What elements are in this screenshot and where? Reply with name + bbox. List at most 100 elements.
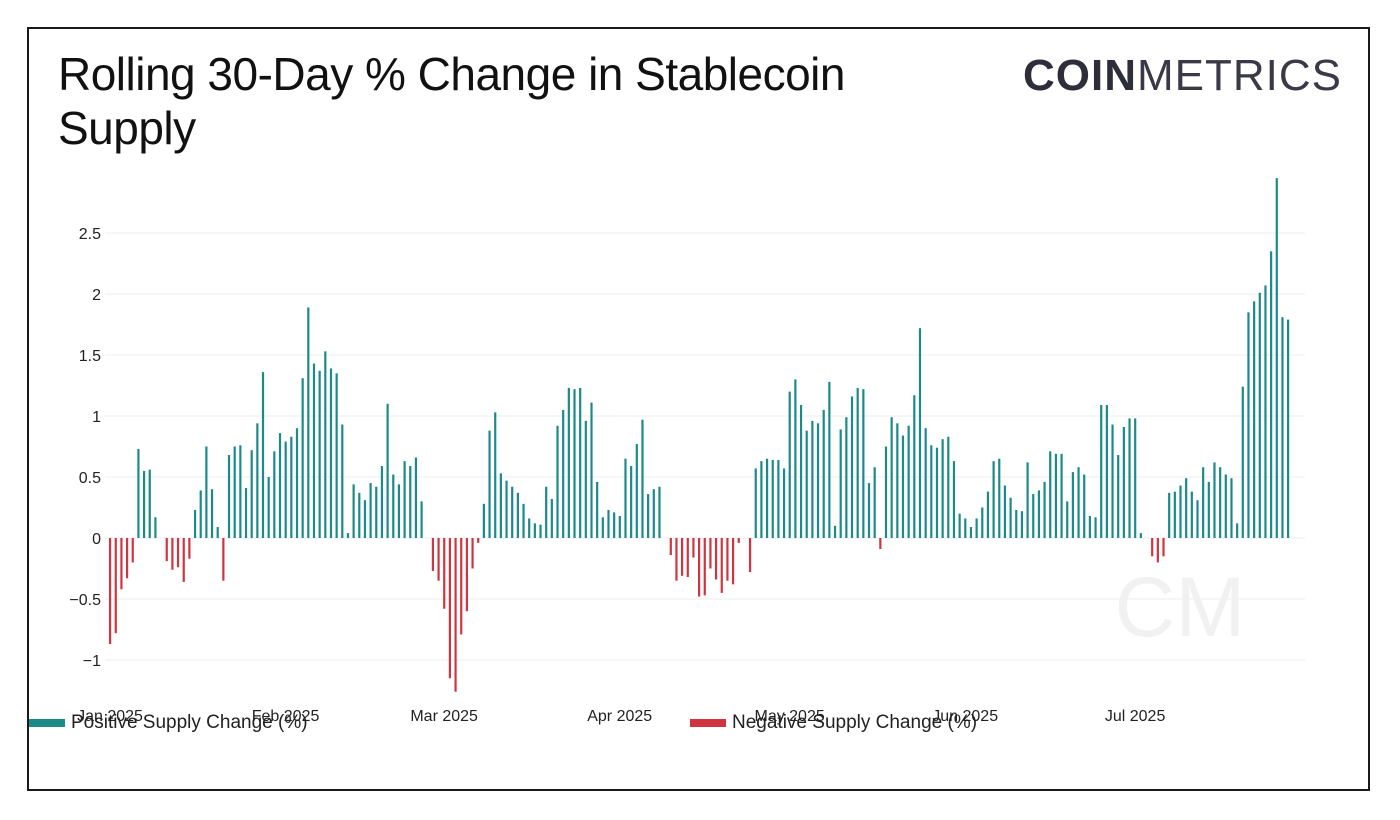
y-tick-label: 2 bbox=[92, 287, 101, 304]
watermark-cm: CM bbox=[1115, 560, 1246, 654]
bar-positive bbox=[273, 451, 276, 538]
bar-positive bbox=[1094, 517, 1097, 538]
bar-positive bbox=[409, 466, 412, 538]
bar-positive bbox=[1230, 478, 1233, 538]
bar-positive bbox=[210, 489, 214, 538]
bar-positive bbox=[1236, 523, 1239, 538]
bar-positive bbox=[256, 423, 259, 538]
bar-positive bbox=[250, 450, 253, 538]
bar-negative bbox=[431, 538, 435, 571]
x-tick-label: Jun 2025 bbox=[932, 708, 998, 725]
bar-negative bbox=[125, 538, 129, 579]
bar-positive bbox=[896, 423, 899, 538]
bar-positive bbox=[992, 461, 995, 538]
logo-strong-text: COIN bbox=[1023, 51, 1137, 100]
bar-positive bbox=[624, 458, 627, 538]
bar-positive bbox=[567, 387, 570, 538]
bar-positive bbox=[1083, 474, 1086, 538]
bar-positive bbox=[833, 525, 837, 538]
legend-label-positive: Positive Supply Change (%) bbox=[71, 712, 308, 733]
bar-negative bbox=[131, 538, 134, 563]
bar-positive bbox=[1253, 301, 1256, 538]
bar-positive bbox=[539, 524, 542, 538]
bar-positive bbox=[290, 436, 293, 538]
bar-positive bbox=[1015, 509, 1018, 538]
bar-negative bbox=[720, 538, 723, 593]
bar-negative bbox=[182, 538, 185, 582]
bar-positive bbox=[754, 468, 757, 538]
bar-negative bbox=[448, 538, 452, 679]
x-axis-ticks: Jan 2025 Feb 2025 Mar 2025 Apr 2025 May 2025… bbox=[77, 708, 1165, 725]
bar-positive bbox=[199, 490, 202, 538]
bar-positive bbox=[799, 405, 803, 538]
bar-positive bbox=[862, 389, 865, 538]
bar-positive bbox=[1105, 405, 1108, 538]
bar-positive bbox=[233, 446, 236, 538]
bar-positive bbox=[1088, 516, 1091, 538]
bar-positive bbox=[301, 378, 304, 538]
bar-positive bbox=[828, 381, 831, 538]
bar-negative bbox=[465, 538, 468, 612]
bar-positive bbox=[420, 501, 423, 538]
bar-positive bbox=[935, 447, 939, 538]
bar-positive bbox=[556, 425, 559, 538]
bar-negative bbox=[1162, 538, 1165, 557]
bar-positive bbox=[867, 483, 871, 538]
bar-positive bbox=[1134, 418, 1137, 538]
legend-label-negative: Negative Supply Change (%) bbox=[732, 712, 978, 733]
x-tick-label: Apr 2025 bbox=[587, 708, 652, 725]
bar-positive bbox=[856, 387, 859, 538]
bar-positive bbox=[414, 457, 418, 538]
bar-positive bbox=[647, 494, 650, 538]
bar-positive bbox=[850, 396, 854, 538]
bar-positive bbox=[1179, 485, 1182, 538]
bar-positive bbox=[1196, 500, 1199, 538]
bar-positive bbox=[782, 468, 786, 538]
bar-positive bbox=[1224, 474, 1227, 538]
bar-positive bbox=[1026, 462, 1029, 538]
bar-positive bbox=[397, 484, 401, 538]
bar-negative bbox=[726, 538, 729, 581]
bar-positive bbox=[528, 518, 531, 538]
bar-negative bbox=[748, 538, 752, 573]
bar-negative bbox=[681, 538, 684, 576]
bar-positive bbox=[550, 498, 553, 538]
bar-negative bbox=[692, 538, 695, 558]
bar-positive bbox=[205, 446, 208, 538]
bar-positive bbox=[822, 409, 825, 538]
bar-positive bbox=[505, 480, 508, 538]
bar-positive bbox=[363, 500, 367, 538]
bar-negative bbox=[715, 538, 718, 580]
x-tick-label: Mar 2025 bbox=[410, 708, 478, 725]
bars bbox=[109, 178, 1290, 692]
bar-positive bbox=[1219, 467, 1222, 538]
bar-positive bbox=[324, 351, 327, 538]
bar-positive bbox=[482, 503, 485, 538]
bar-positive bbox=[380, 466, 384, 538]
bar-positive bbox=[884, 446, 888, 538]
bar-positive bbox=[1037, 490, 1041, 538]
bar-positive bbox=[816, 423, 820, 538]
bar-positive bbox=[533, 523, 536, 538]
bar-positive bbox=[941, 439, 944, 538]
bar-negative bbox=[109, 538, 112, 645]
bar-positive bbox=[913, 395, 916, 538]
y-axis-ticks: −1 −0.5 0 0.5 1 1.5 2 2.5 bbox=[69, 226, 101, 670]
bar-positive bbox=[307, 307, 310, 538]
bar-negative bbox=[437, 538, 440, 581]
bar-positive bbox=[403, 461, 406, 538]
bar-negative bbox=[222, 538, 225, 581]
bar-negative bbox=[709, 538, 712, 569]
bar-positive bbox=[1264, 285, 1267, 538]
bar-positive bbox=[1168, 492, 1171, 538]
bar-positive bbox=[975, 518, 978, 538]
bar-positive bbox=[873, 467, 876, 538]
bar-positive bbox=[1111, 424, 1114, 538]
bar-positive bbox=[924, 428, 927, 538]
bar-positive bbox=[765, 458, 769, 538]
bar-positive bbox=[641, 419, 644, 538]
bar-positive bbox=[545, 486, 548, 538]
bar-negative bbox=[471, 538, 474, 569]
bar-positive bbox=[901, 435, 905, 538]
bar-positive bbox=[1202, 467, 1205, 538]
